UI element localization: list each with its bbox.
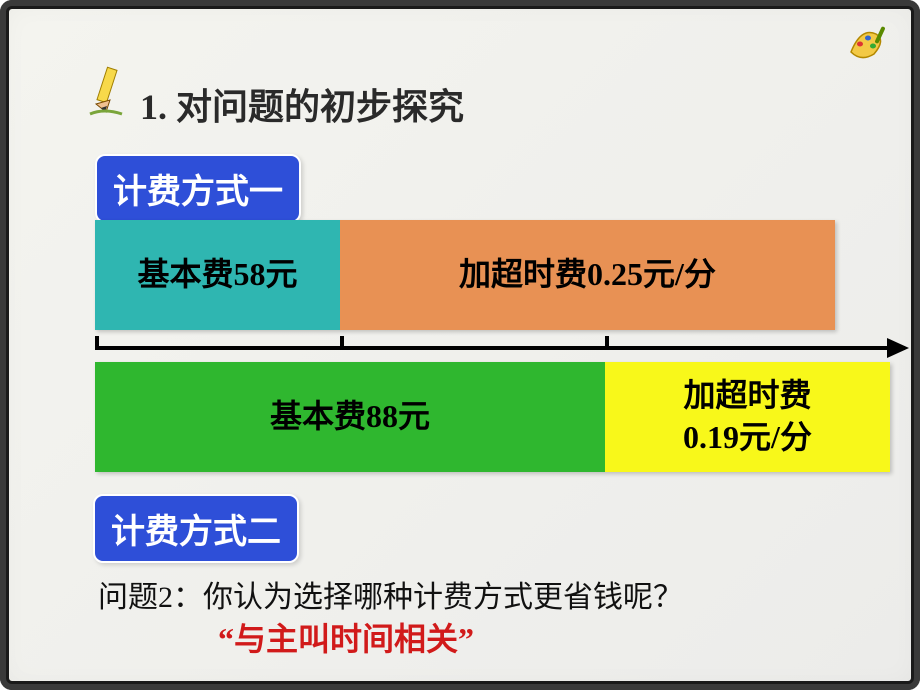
axis-tick-2 (605, 336, 609, 350)
question-prefix: 问题2： (98, 581, 203, 614)
answer-text: “与主叫时间相关” (218, 614, 474, 660)
plan2-label: 计费方式二 (93, 494, 299, 563)
plan1-segment-1: 加超时费0.25元/分 (340, 220, 835, 330)
plan2-segment-0: 基本费88元 (95, 362, 605, 472)
axis-tick-1 (340, 336, 344, 350)
plan1-bar: 基本费58元加超时费0.25元/分 (95, 220, 835, 330)
plan2-bar: 基本费88元加超时费 0.19元/分 (95, 362, 890, 472)
pencil-icon (82, 64, 132, 120)
plan1-label: 计费方式一 (95, 154, 301, 223)
axis-arrow (887, 338, 909, 358)
plan1-segment-0: 基本费58元 (95, 220, 340, 330)
axis-tick-0 (95, 336, 99, 350)
question-body: 你认为选择哪种计费方式更省钱呢？ (203, 581, 683, 614)
slide: 1. 对问题的初步探究 计费方式一 基本费58元加超时费0.25元/分 0150… (0, 0, 920, 690)
question-text: 问题2：你认为选择哪种计费方式更省钱呢？ (98, 572, 683, 616)
axis-line (95, 346, 905, 350)
plan2-segment-1: 加超时费 0.19元/分 (605, 362, 890, 472)
paint-icon (846, 22, 892, 62)
section-title: 1. 对问题的初步探究 (140, 78, 464, 130)
